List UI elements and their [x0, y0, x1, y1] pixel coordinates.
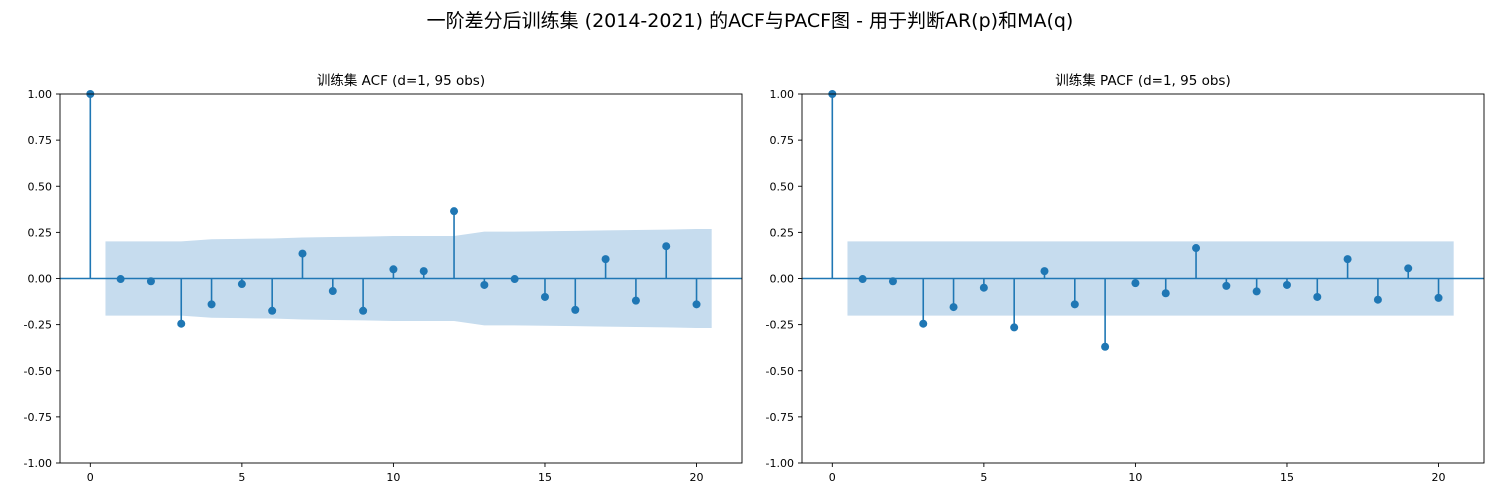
pacf-point-lag-13: [1222, 281, 1231, 290]
acf-ytick-label-0: -1.00: [24, 457, 52, 470]
acf-ytick-label-1: -0.75: [24, 411, 52, 424]
pacf-point-lag-6: [1010, 323, 1019, 332]
pacf-point-lag-14: [1252, 287, 1261, 296]
pacf-ytick-label-5: 0.25: [770, 226, 795, 239]
pacf-point-lag-12: [1192, 244, 1201, 253]
pacf-xtick-label-3: 15: [1280, 471, 1294, 484]
pacf-point-lag-16: [1313, 292, 1322, 301]
pacf-ytick-label-0: -1.00: [766, 457, 794, 470]
acf-ytick-label-3: -0.25: [24, 319, 52, 332]
pacf-chart: 训练集 PACF (d=1, 95 obs) -1.00 -0.75 -0.50 -0…: [766, 73, 1485, 484]
pacf-point-lag-1: [858, 275, 867, 284]
acf-ytick-label-2: -0.50: [24, 365, 52, 378]
acf-point-lag-7: [298, 249, 307, 258]
acf-chart: 训练集 ACF (d=1, 95 obs) -1.00 -0.75 -0.50 -0.…: [24, 73, 743, 484]
pacf-point-lag-15: [1282, 280, 1291, 289]
acf-point-lag-5: [237, 280, 246, 289]
pacf-point-lag-2: [888, 277, 897, 286]
pacf-point-lag-20: [1434, 293, 1443, 302]
pacf-point-lag-10: [1131, 279, 1140, 288]
acf-chart-title: 训练集 ACF (d=1, 95 obs): [317, 73, 485, 89]
acf-point-lag-8: [328, 287, 337, 296]
pacf-xtick-label-4: 20: [1432, 471, 1446, 484]
pacf-ytick-label-7: 0.75: [770, 134, 795, 147]
pacf-point-lag-5: [979, 283, 988, 292]
pacf-xtick-label-1: 5: [980, 471, 987, 484]
pacf-point-lag-18: [1373, 295, 1382, 304]
pacf-point-lag-17: [1343, 255, 1352, 264]
acf-point-lag-4: [207, 300, 216, 309]
acf-point-lag-2: [146, 277, 155, 286]
acf-point-lag-11: [419, 267, 428, 276]
pacf-plot-area: [802, 90, 1484, 351]
acf-ytick-label-7: 0.75: [28, 134, 53, 147]
pacf-point-lag-7: [1040, 267, 1049, 276]
acf-ytick-label-6: 0.50: [28, 180, 53, 193]
acf-xtick-label-2: 10: [386, 471, 400, 484]
acf-ytick-label-8: 1.00: [28, 88, 53, 101]
acf-point-lag-3: [177, 319, 186, 328]
acf-ytick-label-4: 0.00: [28, 273, 53, 286]
pacf-ytick-label-4: 0.00: [770, 273, 795, 286]
pacf-point-lag-9: [1101, 342, 1110, 351]
pacf-point-lag-3: [919, 319, 928, 328]
acf-point-lag-16: [571, 305, 580, 314]
pacf-point-lag-11: [1161, 289, 1170, 298]
acf-point-lag-9: [359, 306, 368, 315]
pacf-point-lag-8: [1070, 300, 1079, 309]
acf-plot-area: [60, 90, 742, 328]
acf-point-lag-20: [692, 300, 701, 309]
figure-title: 一阶差分后训练集 (2014-2021) 的ACF与PACF图 - 用于判断AR…: [426, 10, 1074, 32]
pacf-point-lag-4: [949, 303, 958, 312]
acf-point-lag-17: [601, 255, 610, 264]
pacf-point-lag-19: [1404, 264, 1413, 273]
pacf-ytick-label-1: -0.75: [766, 411, 794, 424]
pacf-ytick-label-8: 1.00: [770, 88, 795, 101]
acf-xtick-label-3: 15: [538, 471, 552, 484]
pacf-ytick-label-6: 0.50: [770, 180, 795, 193]
acf-point-lag-10: [389, 265, 398, 274]
pacf-ytick-label-3: -0.25: [766, 319, 794, 332]
acf-point-lag-1: [116, 275, 125, 284]
pacf-xtick-label-0: 0: [829, 471, 836, 484]
acf-point-lag-12: [450, 207, 459, 216]
acf-point-lag-14: [510, 275, 519, 284]
acf-xtick-label-1: 5: [238, 471, 245, 484]
acf-point-lag-15: [540, 292, 549, 301]
acf-xtick-label-0: 0: [87, 471, 94, 484]
acf-point-lag-18: [631, 296, 640, 305]
acf-point-lag-19: [662, 242, 671, 251]
acf-point-lag-6: [268, 306, 277, 315]
acf-ytick-label-5: 0.25: [28, 226, 53, 239]
acf-point-lag-13: [480, 280, 489, 289]
pacf-ytick-label-2: -0.50: [766, 365, 794, 378]
pacf-chart-title: 训练集 PACF (d=1, 95 obs): [1055, 73, 1230, 89]
pacf-xtick-label-2: 10: [1128, 471, 1142, 484]
acf-xtick-label-4: 20: [690, 471, 704, 484]
